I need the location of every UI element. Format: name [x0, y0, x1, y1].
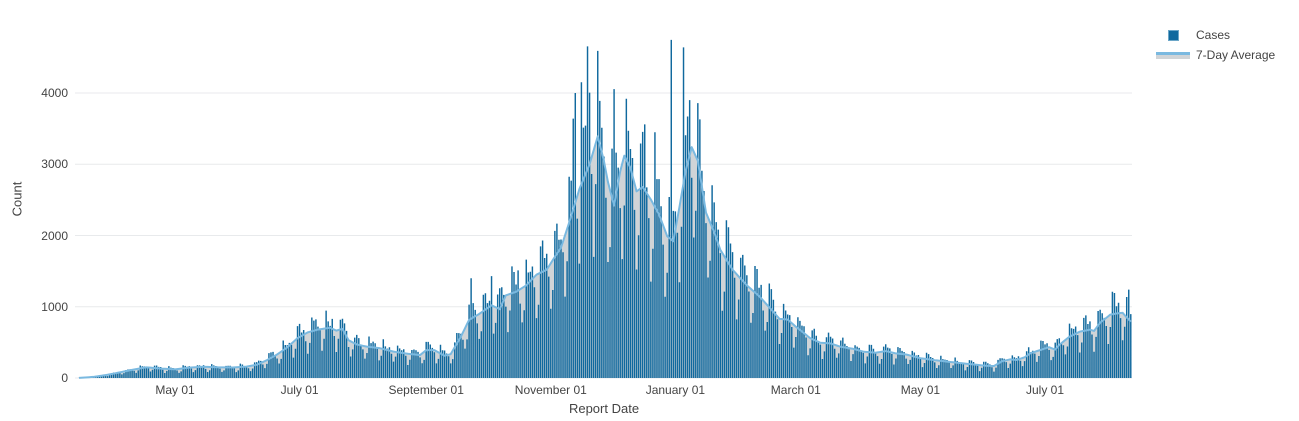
- x-tick-label: November 01: [514, 383, 587, 397]
- x-tick-label: March 01: [770, 383, 821, 397]
- average-line-swatch-icon: [1156, 49, 1190, 61]
- legend: Cases 7-Day Average: [1156, 25, 1275, 65]
- y-axis-title: Count: [9, 181, 25, 217]
- legend-item-cases[interactable]: Cases: [1156, 25, 1275, 45]
- x-tick-label: May 01: [155, 383, 195, 397]
- y-tick-label: 4000: [41, 86, 68, 100]
- x-tick-label: January 01: [645, 383, 706, 397]
- cases-swatch-icon: [1156, 29, 1190, 41]
- x-tick-label: July 01: [280, 383, 319, 397]
- y-tick-label: 3000: [41, 157, 68, 172]
- seven-day-average-line[interactable]: [78, 135, 1132, 379]
- legend-label-7day-average: 7-Day Average: [1196, 48, 1276, 62]
- legend-item-7day-average[interactable]: 7-Day Average: [1156, 45, 1275, 65]
- average-area-fill: [79, 136, 1131, 378]
- x-axis-title: Report Date: [568, 401, 640, 416]
- y-tick-label: 1000: [41, 299, 68, 314]
- y-tick-label: 2000: [41, 228, 68, 243]
- seven-day-average-area: [79, 136, 1131, 378]
- average-line[interactable]: [78, 135, 1132, 379]
- x-tick-label: July 01: [1025, 383, 1065, 397]
- legend-label-cases: Cases: [1196, 28, 1231, 42]
- y-tick-label: 0: [61, 371, 68, 385]
- x-tick-label: September 01: [388, 383, 464, 397]
- x-tick-label: May 01: [900, 383, 941, 397]
